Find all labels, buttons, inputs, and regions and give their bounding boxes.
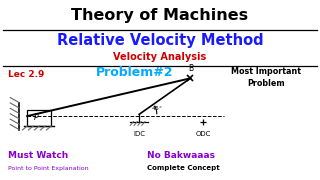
Text: Lec 2.9: Lec 2.9 bbox=[8, 70, 44, 79]
Bar bbox=[27, 110, 51, 126]
Text: Relative Velocity Method: Relative Velocity Method bbox=[57, 33, 263, 48]
Text: Theory of Machines: Theory of Machines bbox=[71, 8, 249, 23]
Text: Velocity Analysis: Velocity Analysis bbox=[113, 52, 207, 62]
Text: Problem#2: Problem#2 bbox=[96, 66, 173, 79]
Text: No Bakwaaas: No Bakwaaas bbox=[147, 151, 215, 160]
Text: Complete Concept: Complete Concept bbox=[147, 165, 220, 171]
Text: ODC: ODC bbox=[196, 131, 211, 137]
Text: IDC: IDC bbox=[133, 131, 145, 137]
Text: P: P bbox=[34, 113, 39, 122]
Text: Point to Point Explanation: Point to Point Explanation bbox=[8, 166, 89, 171]
Text: Must Watch: Must Watch bbox=[8, 151, 68, 160]
Text: 45°: 45° bbox=[152, 106, 163, 111]
Text: Most Important
Problem: Most Important Problem bbox=[231, 67, 300, 88]
Text: B: B bbox=[188, 64, 193, 73]
